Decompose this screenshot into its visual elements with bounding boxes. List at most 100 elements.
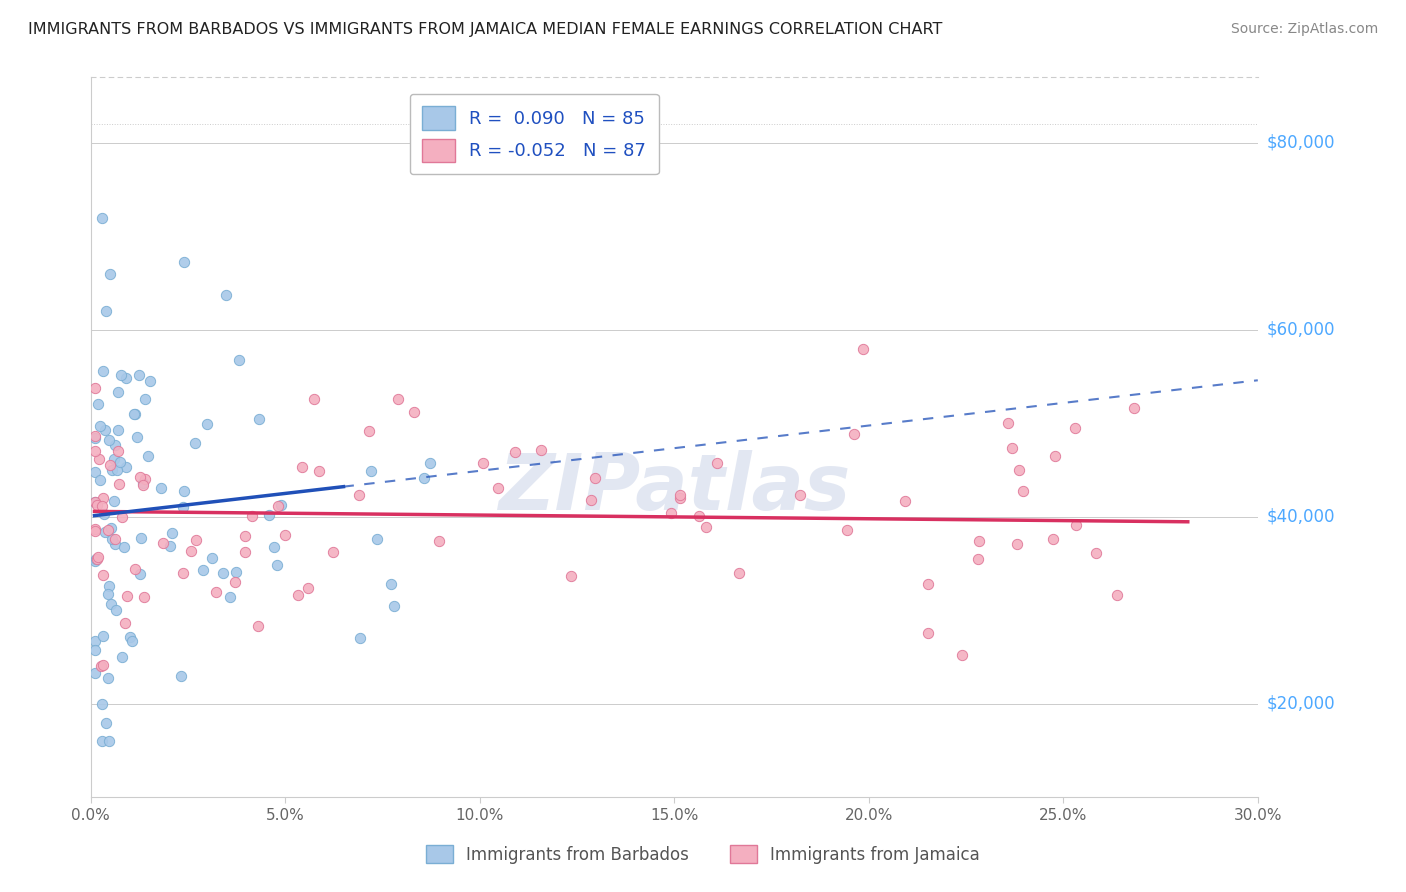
Point: [950, 648, 973, 662]
Point: [695, 520, 717, 534]
Point: [172, 566, 194, 580]
Point: [122, 407, 145, 421]
Point: [1001, 441, 1024, 455]
Point: [150, 481, 173, 495]
Point: [110, 368, 132, 383]
Point: [349, 631, 371, 645]
Point: [134, 392, 156, 406]
Point: [96, 523, 118, 537]
Point: [107, 424, 129, 438]
Point: [842, 427, 865, 442]
Point: [380, 576, 402, 591]
Point: [86, 552, 108, 566]
Point: [530, 443, 553, 458]
Point: [91, 658, 114, 673]
Point: [83, 634, 105, 648]
Point: [94, 525, 117, 540]
Point: [1085, 546, 1108, 560]
Point: [152, 536, 174, 550]
Text: $80,000: $80,000: [1267, 134, 1334, 152]
Point: [97, 733, 120, 747]
Point: [486, 481, 509, 495]
Point: [274, 528, 297, 542]
Point: [214, 288, 236, 302]
Point: [90, 500, 112, 514]
Point: [108, 455, 131, 469]
Point: [96, 304, 118, 318]
Point: [91, 364, 114, 378]
Point: [96, 715, 118, 730]
Point: [894, 493, 917, 508]
Point: [118, 630, 141, 644]
Point: [706, 456, 728, 470]
Legend: Immigrants from Barbados, Immigrants from Jamaica: Immigrants from Barbados, Immigrants fro…: [419, 838, 987, 871]
Point: [159, 539, 181, 553]
Text: $40,000: $40,000: [1267, 508, 1334, 526]
Point: [107, 385, 129, 400]
Point: [225, 565, 247, 579]
Point: [669, 488, 692, 502]
Point: [84, 522, 107, 536]
Point: [659, 506, 682, 520]
Point: [419, 456, 441, 470]
Point: [83, 643, 105, 657]
Point: [997, 416, 1019, 430]
Point: [240, 509, 263, 524]
Point: [360, 464, 382, 478]
Point: [96, 671, 118, 685]
Point: [472, 456, 495, 470]
Point: [83, 465, 105, 479]
Point: [87, 396, 110, 410]
Point: [967, 552, 990, 566]
Point: [131, 478, 153, 492]
Point: [1008, 463, 1031, 477]
Point: [125, 430, 148, 444]
Text: Source: ZipAtlas.com: Source: ZipAtlas.com: [1230, 22, 1378, 37]
Point: [191, 563, 214, 577]
Point: [835, 524, 858, 538]
Point: [257, 508, 280, 522]
Point: [132, 590, 155, 604]
Point: [110, 650, 132, 665]
Point: [427, 533, 450, 548]
Point: [107, 444, 129, 458]
Point: [97, 579, 120, 593]
Point: [134, 472, 156, 486]
Point: [247, 412, 270, 426]
Point: [322, 545, 344, 559]
Point: [90, 659, 112, 673]
Point: [121, 633, 143, 648]
Point: [98, 267, 121, 281]
Point: [94, 423, 117, 437]
Point: [1007, 537, 1029, 551]
Point: [136, 449, 159, 463]
Point: [101, 463, 124, 477]
Point: [100, 521, 122, 535]
Point: [129, 566, 152, 581]
Point: [184, 533, 207, 547]
Point: [219, 591, 242, 605]
Point: [402, 405, 425, 419]
Text: IMMIGRANTS FROM BARBADOS VS IMMIGRANTS FROM JAMAICA MEDIAN FEMALE EARNINGS CORRE: IMMIGRANTS FROM BARBADOS VS IMMIGRANTS F…: [28, 22, 942, 37]
Point: [382, 599, 405, 614]
Point: [917, 577, 939, 591]
Point: [184, 436, 207, 450]
Point: [91, 211, 114, 225]
Point: [129, 470, 152, 484]
Point: [180, 544, 202, 558]
Point: [83, 428, 105, 442]
Point: [83, 444, 105, 458]
Point: [89, 473, 111, 487]
Text: $60,000: $60,000: [1267, 321, 1334, 339]
Point: [91, 567, 114, 582]
Point: [579, 493, 602, 508]
Point: [83, 381, 105, 395]
Point: [98, 434, 121, 448]
Point: [917, 625, 939, 640]
Point: [727, 566, 749, 581]
Point: [583, 471, 606, 485]
Point: [98, 458, 121, 472]
Point: [93, 507, 115, 521]
Point: [233, 545, 256, 559]
Point: [173, 255, 195, 269]
